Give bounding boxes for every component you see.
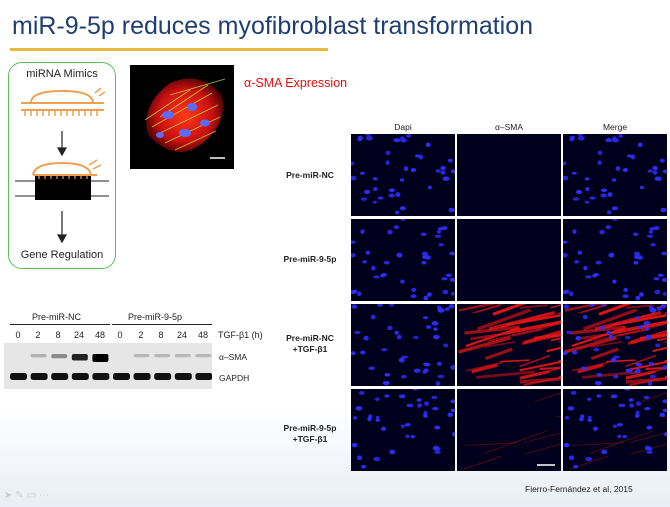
gapdh-band <box>113 373 130 380</box>
column-header-merge: Merge <box>602 122 628 132</box>
merge-panel <box>563 389 667 471</box>
timepoint-label: 2 <box>35 330 41 340</box>
micrograph <box>563 304 667 386</box>
column-header-sma: α–SMA <box>494 122 524 132</box>
fibroblast-cells-picture <box>144 78 226 159</box>
gapdh-band <box>51 373 69 380</box>
gene-regulation-label: Gene Regulation <box>20 249 104 261</box>
group-bracket <box>112 324 212 325</box>
slide-title: miR-9-5p reduces myofibroblast transform… <box>12 12 534 40</box>
column-header-dapi: Dapi <box>394 122 412 132</box>
sma-expression-label: α-SMA Expression <box>244 76 348 90</box>
tgf-time-label: TGF-β1 (h) <box>218 330 263 340</box>
gapdh-band <box>133 373 151 380</box>
blot-group-label: Pre-miR-NC <box>32 312 81 322</box>
micrograph <box>464 392 561 470</box>
merge-panel <box>563 304 667 386</box>
sma-panel <box>457 219 561 301</box>
micrograph <box>351 304 455 386</box>
sma-panel <box>457 134 561 216</box>
mimic-diagram: miRNA Mimics <box>8 62 116 269</box>
timepoint-label: 8 <box>55 330 61 340</box>
row-label-line1: Pre-miR-NC <box>286 333 334 343</box>
sma-band <box>133 354 150 358</box>
sma-band <box>51 354 68 359</box>
band-label: GAPDH <box>219 373 250 383</box>
timepoint-label: 8 <box>158 330 164 340</box>
dapi-panel <box>351 389 455 471</box>
arrow-down-icon <box>56 131 68 157</box>
micrograph <box>563 219 667 301</box>
arrow-down-icon <box>56 211 68 244</box>
row-label-line1: Pre-miR-9-5p <box>283 254 337 264</box>
row-label: Pre-miR-NC <box>270 170 350 181</box>
timepoint-label: 0 <box>117 330 123 340</box>
micrograph <box>458 304 561 386</box>
blot-membrane <box>4 343 213 389</box>
sma-band <box>174 354 191 358</box>
blot-bands <box>10 354 213 380</box>
mimic-title: miRNA Mimics <box>26 68 98 80</box>
sma-panel <box>457 389 561 471</box>
sma-panel <box>457 304 561 386</box>
band-label: α–SMA <box>219 352 248 362</box>
timepoint-label: 24 <box>73 330 84 340</box>
mimic-drawing <box>15 87 109 244</box>
title-underline <box>10 48 328 51</box>
gapdh-band <box>92 373 110 380</box>
sma-band <box>195 354 212 358</box>
risc-complex-icon <box>15 159 109 200</box>
row-label-line2: +TGF-β1 <box>292 434 328 444</box>
pointer-icon[interactable]: ➤ <box>4 490 16 501</box>
row-label: Pre-miR-9-5p <box>270 254 350 265</box>
dapi-panel <box>351 219 455 301</box>
sma-band <box>30 354 47 358</box>
sma-band <box>92 354 109 362</box>
presentation-toolbar: ➤✎▭⋯ <box>4 490 52 501</box>
fibroblast-image <box>130 65 234 169</box>
merge-panel <box>563 134 667 216</box>
pages-icon[interactable]: ▭ <box>26 490 40 501</box>
hairpin-icon <box>21 87 106 116</box>
timepoint-label: 48 <box>94 330 105 340</box>
sma-band <box>154 354 171 358</box>
gapdh-band <box>174 373 192 380</box>
citation: Fierro-Fernández et al, 2015 <box>525 484 633 494</box>
micrograph <box>457 134 561 216</box>
row-label-line1: Pre-miR-NC <box>286 170 334 180</box>
row-label-line2: +TGF-β1 <box>292 344 328 354</box>
sma-band <box>71 354 88 361</box>
dapi-panel <box>351 304 455 386</box>
pen-icon[interactable]: ✎ <box>15 490 27 501</box>
gapdh-band <box>195 373 213 380</box>
micrograph <box>351 134 455 215</box>
gapdh-band <box>154 373 172 380</box>
timepoint-label: 2 <box>138 330 144 340</box>
micrograph <box>351 219 455 301</box>
timepoint-label: 0 <box>15 330 21 340</box>
group-bracket <box>10 324 110 325</box>
gapdh-band <box>10 373 27 380</box>
row-label-line1: Pre-miR-9-5p <box>283 423 337 433</box>
dapi-panel <box>351 134 455 216</box>
row-label: Pre-miR-9-5p +TGF-β1 <box>270 423 350 445</box>
micrograph <box>563 134 667 215</box>
blot-group-label: Pre-miR-9-5p <box>128 312 183 322</box>
micrograph <box>563 389 667 470</box>
row-label: Pre-miR-NC +TGF-β1 <box>270 333 350 355</box>
timepoint-label: 24 <box>176 330 187 340</box>
western-blot: Pre-miR-NC Pre-miR-9-5p 0 2 8 24 48 0 2 … <box>0 300 290 400</box>
micrograph <box>351 389 455 469</box>
gapdh-band <box>30 373 48 380</box>
merge-panel <box>563 219 667 301</box>
timepoint-label: 48 <box>197 330 208 340</box>
gapdh-band <box>71 373 89 380</box>
more-icon[interactable]: ⋯ <box>39 490 53 501</box>
micrograph <box>457 219 561 301</box>
